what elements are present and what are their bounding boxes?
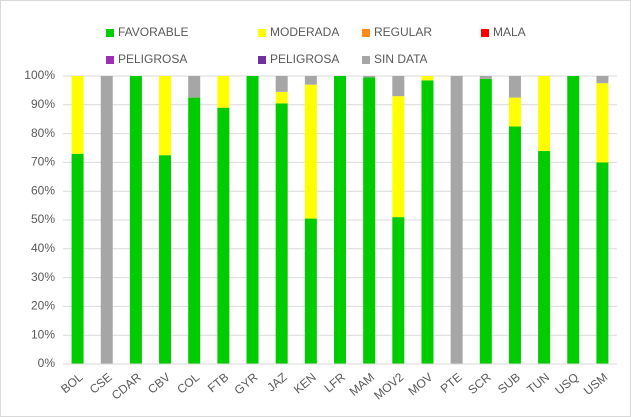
- legend-label: FAVORABLE: [118, 25, 188, 39]
- bar-segment: [304, 76, 317, 85]
- bar-segment: [159, 155, 172, 364]
- y-tick-label: 60%: [31, 183, 55, 197]
- bar-segment: [217, 107, 230, 365]
- bar-segment: [508, 126, 521, 365]
- bar-segment: [508, 76, 521, 98]
- y-tick-label: 100%: [24, 68, 55, 82]
- bar-segment: [275, 91, 288, 104]
- y-tick-label: 40%: [31, 241, 55, 255]
- bar-segment: [246, 76, 259, 364]
- legend-marker: [362, 29, 370, 37]
- bar-segment: [596, 162, 609, 364]
- bar-segment: [392, 217, 405, 364]
- bar-segment: [71, 76, 84, 154]
- bar-segment: [479, 76, 492, 79]
- y-tick-label: 90%: [31, 97, 55, 111]
- legend-marker: [481, 29, 489, 37]
- y-tick-label: 30%: [31, 270, 55, 284]
- bar-segment: [421, 76, 434, 81]
- bar-segment: [421, 80, 434, 364]
- bar-segment: [392, 76, 405, 97]
- bar-segment: [275, 76, 288, 92]
- bar-segment: [538, 76, 551, 151]
- legend-label: REGULAR: [374, 25, 432, 39]
- bar-segment: [129, 76, 142, 364]
- bar-segment: [392, 96, 405, 218]
- y-tick-label: 50%: [31, 212, 55, 226]
- y-tick-label: 70%: [31, 155, 55, 169]
- y-tick-label: 0%: [38, 356, 56, 370]
- legend-label: PELIGROSA: [270, 52, 339, 66]
- y-tick-label: 80%: [31, 126, 55, 140]
- y-tick-label: 10%: [31, 327, 55, 341]
- legend-label: PELIGROSA: [118, 52, 187, 66]
- legend-label: MODERADA: [270, 25, 339, 39]
- bar-segment: [188, 76, 201, 98]
- bar-segment: [479, 78, 492, 364]
- bar-segment: [596, 83, 609, 163]
- bar-segment: [363, 76, 376, 78]
- bar-segment: [217, 76, 230, 108]
- bar-segment: [304, 218, 317, 364]
- legend-label: MALA: [493, 25, 526, 39]
- legend-marker: [106, 56, 114, 64]
- legend-marker: [362, 56, 370, 64]
- bar-segment: [304, 84, 317, 219]
- bar-segment: [159, 76, 172, 156]
- bar-segment: [275, 103, 288, 365]
- bar-segment: [567, 76, 580, 364]
- legend-label: SIN DATA: [374, 52, 428, 66]
- bar-segment: [538, 150, 551, 364]
- bar-segment: [71, 153, 84, 364]
- bar-segment: [450, 76, 463, 364]
- bar-segment: [508, 97, 521, 127]
- legend-marker: [258, 56, 266, 64]
- bar-segment: [334, 76, 346, 364]
- bar-segment: [188, 97, 201, 364]
- y-tick-label: 20%: [31, 299, 55, 313]
- legend-marker: [106, 29, 114, 37]
- bar-segment: [363, 77, 376, 364]
- legend-marker: [258, 29, 266, 37]
- bar-segment: [100, 76, 113, 364]
- bar-segment: [596, 76, 609, 84]
